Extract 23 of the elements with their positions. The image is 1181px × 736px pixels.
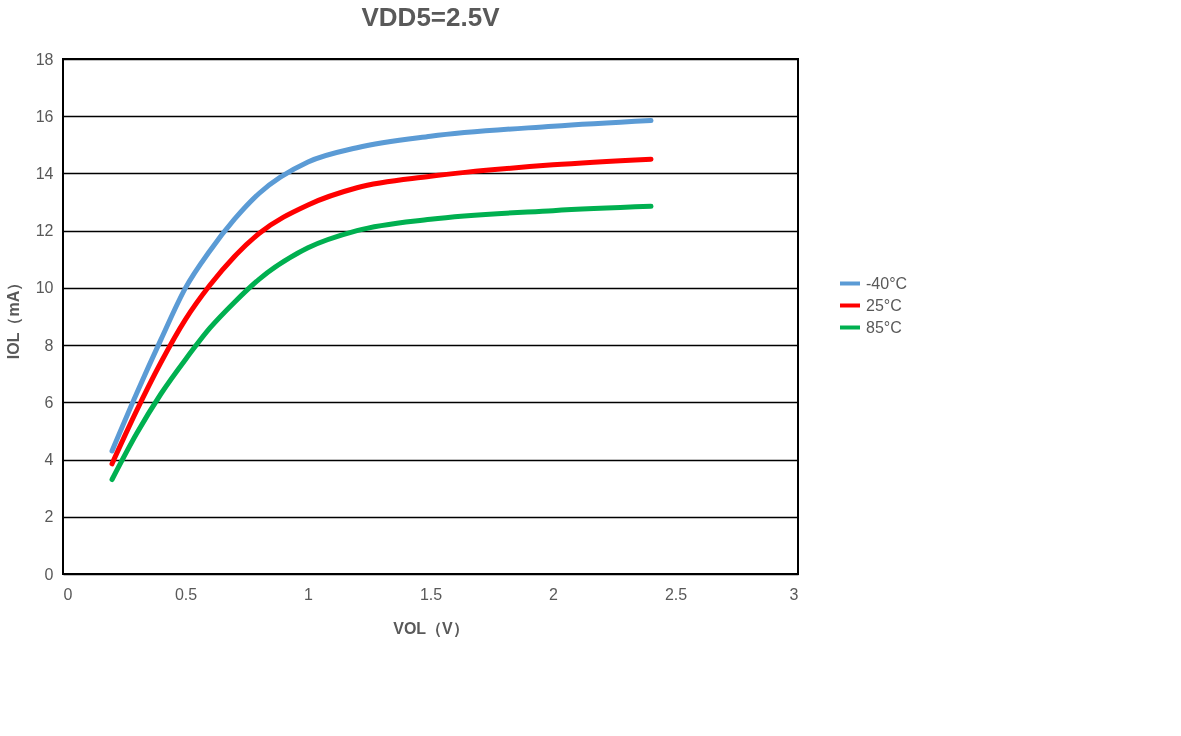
x-tick-label: 2.5 [664, 585, 688, 603]
y-tick-label: 14 [35, 164, 54, 182]
y-tick-label: 12 [35, 222, 54, 240]
chart-title: VDD5=2.5V [361, 2, 501, 32]
y-tick-label: 10 [35, 279, 54, 297]
x-tick-label: 3 [789, 585, 799, 603]
x-axis-title: VOL（V） [393, 619, 469, 638]
legend-label: -40°C [866, 274, 908, 292]
x-tick-label: 1.5 [419, 585, 443, 603]
x-tick-label: 0 [63, 585, 73, 603]
y-axis-title: IOL（mA） [4, 274, 23, 360]
legend-label: 25°C [866, 296, 902, 314]
y-tick-label: 8 [44, 336, 54, 354]
x-tick-label: 2 [549, 585, 559, 603]
y-tick-label: 6 [44, 393, 54, 411]
legend-label: 85°C [866, 318, 902, 336]
y-tick-label: 16 [35, 107, 54, 125]
y-tick-label: 4 [44, 451, 54, 469]
y-tick-label: 0 [44, 565, 54, 583]
y-tick-label: 2 [44, 508, 54, 526]
x-tick-label: 1 [304, 585, 314, 603]
y-tick-label: 18 [35, 50, 54, 68]
x-tick-label: 0.5 [174, 585, 198, 603]
